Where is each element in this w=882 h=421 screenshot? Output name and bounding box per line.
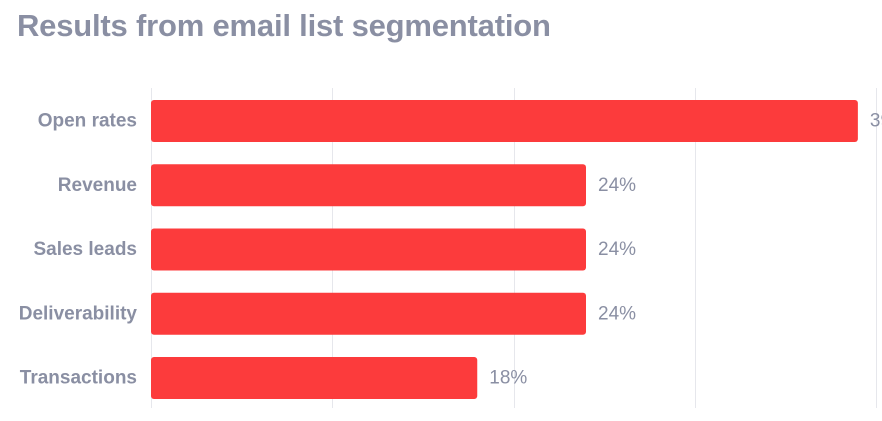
value-label-deliverability: 24% [598,303,636,324]
category-label-transactions: Transactions [20,368,137,389]
bar-open-rates [151,100,858,142]
value-label-open-rates: 39% [870,111,882,132]
category-label-deliverability: Deliverability [19,303,138,324]
category-label-open-rates: Open rates [38,111,137,132]
chart-title: Results from email list segmentation [17,8,551,43]
labels: Open rates 39% Revenue 24% Sales leads 24% Del… [19,111,882,389]
category-label-sales-leads: Sales leads [33,239,137,260]
category-label-revenue: Revenue [58,175,137,196]
value-label-revenue: 24% [598,175,636,196]
bars [151,100,858,399]
bar-deliverability [151,292,586,335]
bar-revenue [151,164,586,207]
bar-transactions [151,357,478,399]
value-label-transactions: 18% [489,368,527,389]
value-label-sales-leads: 24% [598,239,636,260]
bar-sales-leads [151,228,586,271]
